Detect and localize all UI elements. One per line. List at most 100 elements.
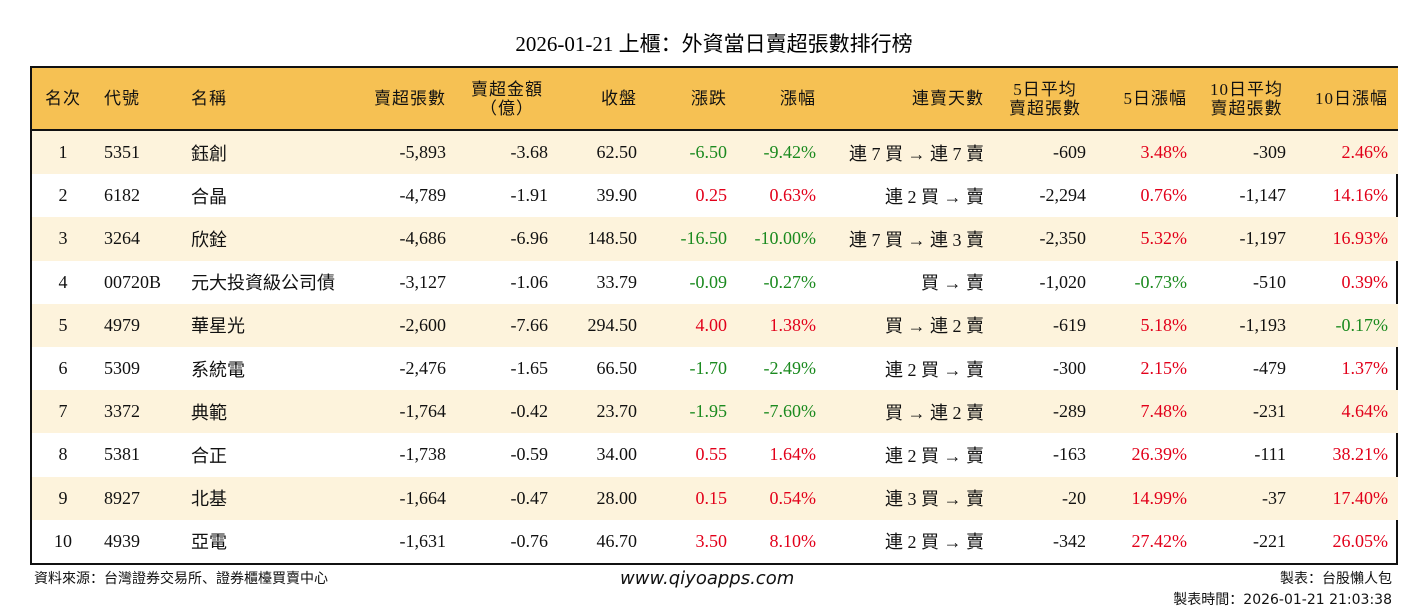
table-row: 8 5381 合正 -1,738 -0.59 34.00 0.55 1.64% 連 2 買 → …: [32, 433, 1398, 476]
cell-avg10-sell: -309: [1197, 130, 1296, 175]
cell-name: 合晶: [191, 186, 227, 207]
cell-net-sell: -4,789: [399, 185, 447, 206]
table-row: 6 5309 系統電 -2,476 -1.65 66.50 -1.70 -2.49% 連 2 買…: [32, 347, 1398, 390]
cell-name: 北基: [181, 476, 361, 520]
cell-change: 0.25: [695, 185, 728, 206]
cell-net-sell: -4,686: [361, 217, 456, 261]
cell-change-pct: -7.60%: [737, 390, 826, 434]
cell-rank: 1: [32, 130, 94, 175]
cell-amount: -0.76: [510, 530, 549, 551]
cell-pct10: -0.17%: [1296, 303, 1398, 347]
cell-change: 0.55: [695, 444, 728, 465]
cell-rank: 3: [32, 217, 94, 261]
cell-change: 0.15: [647, 476, 737, 520]
cell-streak: 連 2 買 → 賣: [885, 186, 984, 207]
cell-close: 33.79: [596, 271, 638, 292]
cell-avg5-sell: -289: [994, 390, 1096, 434]
cell-change: -6.50: [647, 130, 737, 175]
cell-pct5: -0.73%: [1134, 271, 1188, 292]
cell-name: 鈺創: [181, 130, 361, 175]
cell-avg5-sell: -1,020: [1039, 271, 1087, 292]
ranking-table: 名次 代號 名稱 賣超張數 賣超金額 （億） 收盤 漲跌 漲幅 連賣天數 5日平均 賣超張數 5日漲…: [30, 66, 1398, 565]
cell-net-sell: -2,476: [399, 358, 447, 379]
cell-pct5: 5.18%: [1096, 303, 1197, 347]
cell-name: 合正: [191, 445, 227, 466]
cell-avg10-sell: -221: [1253, 530, 1286, 551]
table-row: 9 8927 北基 -1,664 -0.47 28.00 0.15 0.54% 連 3 買 → …: [32, 476, 1398, 520]
cell-avg5-sell: -342: [1053, 530, 1086, 551]
cell-streak: 連 2 買 → 賣: [885, 359, 984, 380]
cell-code: 5381: [104, 444, 140, 465]
cell-pct5: 14.99%: [1096, 476, 1197, 520]
cell-rank: 4: [58, 271, 68, 292]
cell-amount: -0.59: [510, 444, 549, 465]
cell-pct10: 26.05%: [1332, 530, 1389, 551]
cell-net-sell: -5,893: [361, 130, 456, 175]
page-title: 2026-01-21 上櫃：外資當日賣超張數排行榜: [515, 32, 913, 56]
cell-change-pct: 0.54%: [737, 476, 826, 520]
cell-pct10: 4.64%: [1296, 390, 1398, 434]
header-net-sell: 賣超張數: [361, 68, 456, 131]
cell-change: -1.70: [689, 358, 728, 379]
cell-pct10: 1.37%: [1341, 358, 1389, 379]
cell-pct5: 26.39%: [1131, 444, 1188, 465]
cell-name: 華星光: [181, 303, 361, 347]
cell-close: 23.70: [558, 390, 647, 434]
header-change-pct: 漲幅: [737, 68, 826, 131]
cell-avg5-sell: -300: [1053, 358, 1086, 379]
cell-close: 46.70: [596, 530, 638, 551]
cell-close: 34.00: [596, 444, 638, 465]
table-row: 3 3264 欣銓 -4,686 -6.96 148.50 -16.50 -10.00% 連 7…: [32, 217, 1398, 261]
cell-pct5: 3.48%: [1096, 130, 1197, 175]
cell-avg5-sell: -619: [994, 303, 1096, 347]
cell-code: 00720B: [104, 271, 162, 292]
cell-change-pct: -0.27%: [763, 271, 817, 292]
cell-change-pct: 1.38%: [737, 303, 826, 347]
cell-avg5-sell: -2,350: [994, 217, 1096, 261]
cell-rank: 9: [32, 476, 94, 520]
cell-pct10: 2.46%: [1296, 130, 1398, 175]
cell-change-pct: -9.42%: [737, 130, 826, 175]
header-code: 代號: [94, 68, 181, 131]
cell-rank: 6: [58, 358, 68, 379]
cell-streak: 連 3 買 → 賣: [826, 476, 994, 520]
cell-pct10: 38.21%: [1332, 444, 1389, 465]
header-avg10-sell: 10日平均 賣超張數: [1197, 68, 1296, 131]
cell-streak: 連 2 買 → 賣: [885, 532, 984, 553]
cell-rank: 7: [32, 390, 94, 434]
cell-change-pct: 0.63%: [769, 185, 817, 206]
cell-avg10-sell: -479: [1253, 358, 1286, 379]
header-pct10: 10日漲幅: [1296, 68, 1398, 131]
cell-avg10-sell: -1,193: [1197, 303, 1296, 347]
cell-avg5-sell: -20: [994, 476, 1096, 520]
maker-label: 製表：台股懶人包: [1280, 571, 1392, 587]
cell-pct10: 16.93%: [1296, 217, 1398, 261]
table-row: 10 4939 亞電 -1,631 -0.76 46.70 3.50 8.10% 連 2 買 →…: [32, 520, 1398, 563]
cell-change-pct: -2.49%: [763, 358, 817, 379]
cell-amount: -0.42: [456, 390, 558, 434]
header-pct5: 5日漲幅: [1096, 68, 1197, 131]
cell-rank: 5: [32, 303, 94, 347]
cell-avg5-sell: -163: [1053, 444, 1086, 465]
cell-change: -0.09: [689, 271, 728, 292]
cell-change: -1.95: [647, 390, 737, 434]
cell-streak: 買 → 連 2 賣: [826, 390, 994, 434]
cell-close: 62.50: [558, 130, 647, 175]
table-header: 名次 代號 名稱 賣超張數 賣超金額 （億） 收盤 漲跌 漲幅 連賣天數 5日平均 賣超張數 5日漲…: [32, 68, 1398, 131]
cell-code: 4979: [94, 303, 181, 347]
cell-code: 3264: [94, 217, 181, 261]
table-row: 2 6182 合晶 -4,789 -1.91 39.90 0.25 0.63% 連 2 買 → …: [32, 174, 1398, 217]
cell-net-sell: -3,127: [399, 271, 447, 292]
cell-streak: 連 7 買 → 連 3 賣: [826, 217, 994, 261]
cell-name: 典範: [181, 390, 361, 434]
cell-amount: -6.96: [456, 217, 558, 261]
data-source: 資料來源：台灣證券交易所、證券櫃檯買賣中心: [34, 571, 328, 587]
header-close: 收盤: [558, 68, 647, 131]
table-row: 1 5351 鈺創 -5,893 -3.68 62.50 -6.50 -9.42% 連 7 買 …: [32, 130, 1398, 175]
cell-avg10-sell: -510: [1253, 271, 1286, 292]
cell-code: 8927: [94, 476, 181, 520]
cell-change-pct: -10.00%: [737, 217, 826, 261]
cell-code: 4939: [104, 530, 140, 551]
website-link[interactable]: www.qiyoapps.com: [620, 568, 795, 589]
cell-net-sell: -1,664: [361, 476, 456, 520]
